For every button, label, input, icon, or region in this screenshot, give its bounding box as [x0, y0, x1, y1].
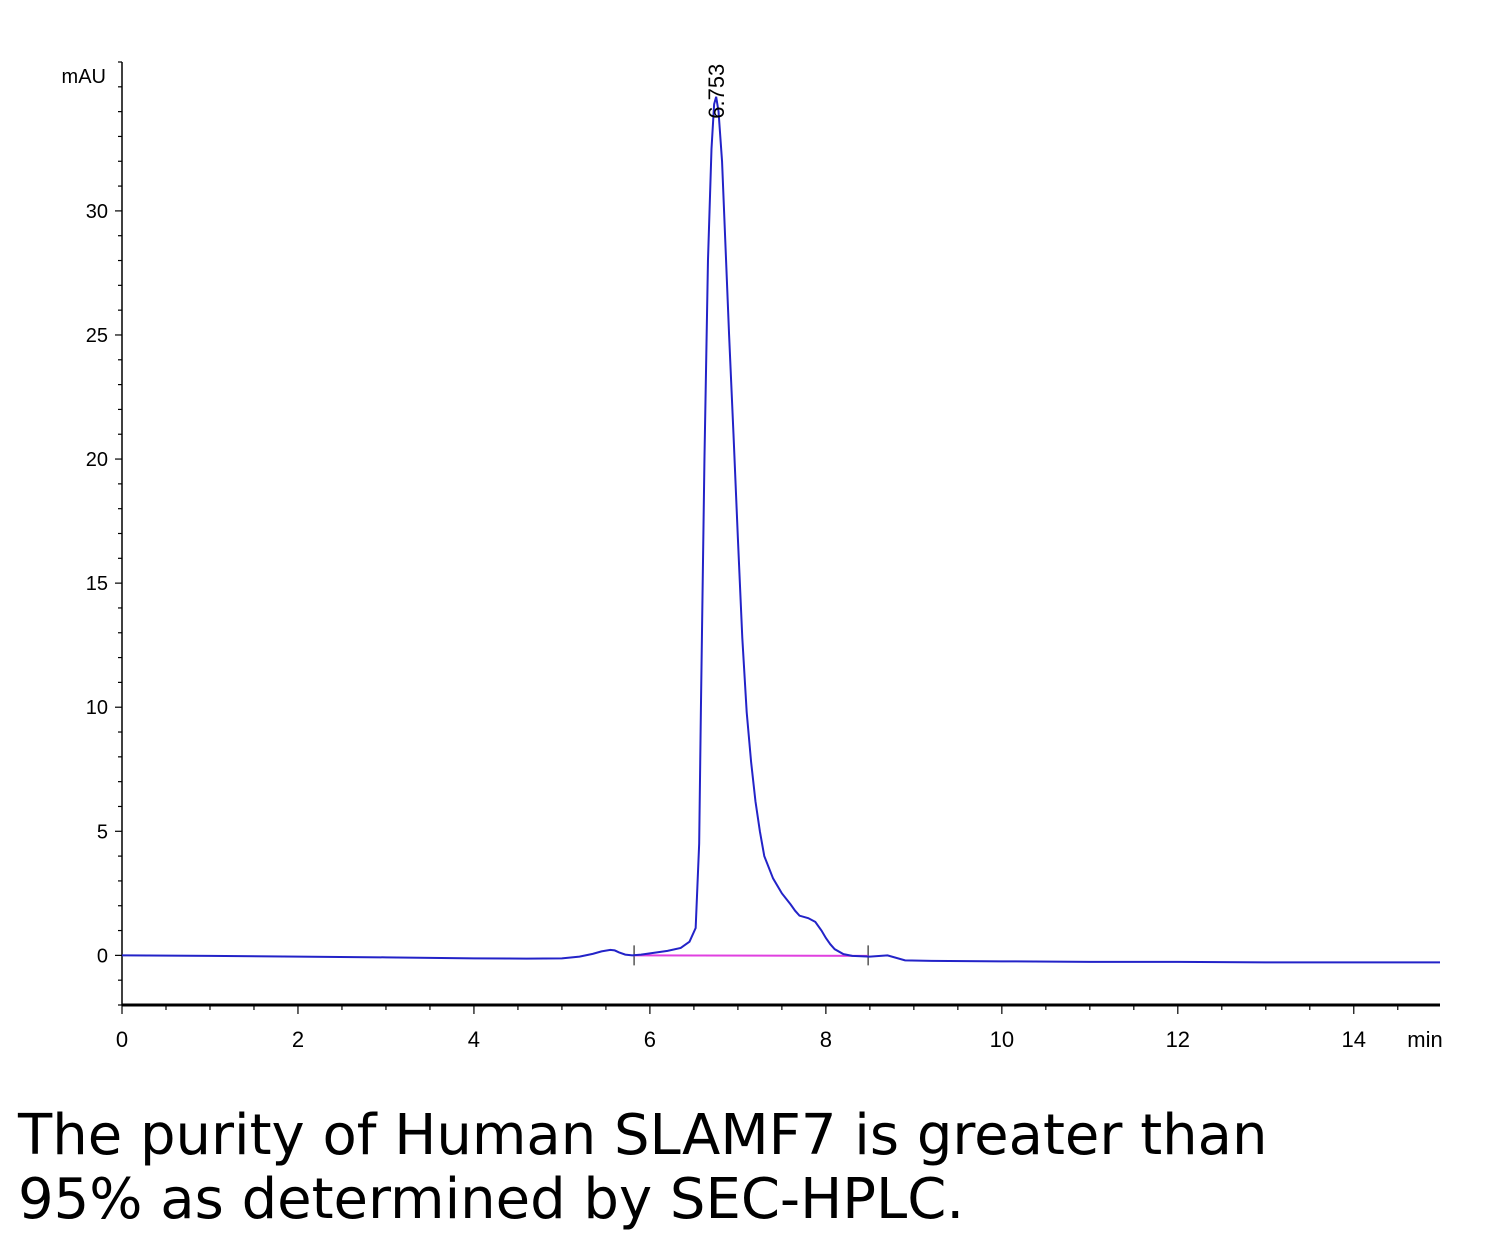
x-tick-label: 6 [644, 1027, 656, 1052]
caption-line-2: 95% as determined by SEC-HPLC. [18, 1167, 965, 1232]
y-tick-label: 30 [86, 201, 108, 223]
chromatogram-trace [121, 96, 1440, 964]
y-tick-label: 25 [86, 325, 108, 347]
x-axis-label: min [1407, 1027, 1442, 1052]
y-tick-label: 5 [97, 821, 108, 843]
peak-label: 6.753 [704, 64, 729, 119]
y-tick-label: 0 [97, 945, 108, 967]
y-tick-label: 20 [86, 449, 108, 471]
y-axis-ticks: 0 5 10 15 20 25 30 [86, 61, 122, 1006]
x-tick-label: 2 [292, 1027, 304, 1052]
x-tick-label: 8 [820, 1027, 832, 1052]
y-axis-label: mAU [62, 66, 106, 88]
y-tick-label: 15 [86, 573, 108, 595]
x-tick-label: 14 [1342, 1027, 1366, 1052]
x-tick-label: 10 [990, 1027, 1014, 1052]
x-tick-label: 0 [116, 1027, 128, 1052]
x-tick-label: 12 [1166, 1027, 1190, 1052]
caption-line-1: The purity of Human SLAMF7 is greater th… [18, 1103, 1268, 1168]
x-tick-label: 4 [468, 1027, 480, 1052]
y-tick-label: 10 [86, 697, 108, 719]
chromatogram-chart: 0 5 10 15 20 25 30 0 2 4 6 8 10 12 14 mAU min 6.753 [62, 61, 1443, 1052]
caption: The purity of Human SLAMF7 is greater th… [18, 1104, 1478, 1232]
x-axis-ticks: 0 2 4 6 8 10 12 14 [116, 1005, 1399, 1052]
